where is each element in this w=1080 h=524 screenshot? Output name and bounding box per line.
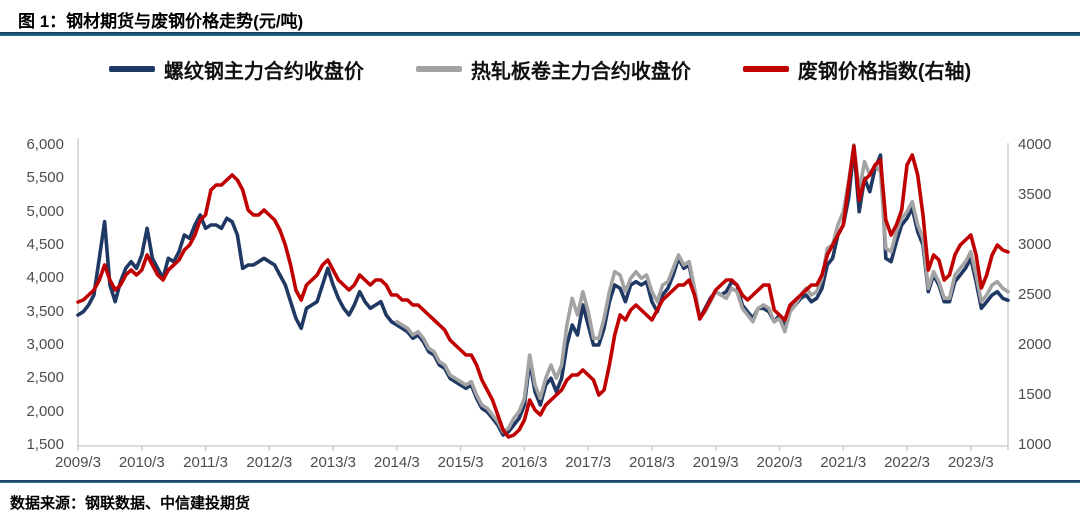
y-axis-right-tick-label: 3500 <box>1018 186 1052 203</box>
rebar-line-swatch <box>108 66 155 72</box>
data-source-note: 数据来源：钢联数据、中信建投期货 <box>10 495 251 512</box>
legend-item-rebar: 螺纹钢主力合约收盘价 <box>108 55 364 84</box>
x-axis-tick-label: 2022/3 <box>884 454 930 471</box>
hot-rolled-coil-line-swatch <box>415 66 462 72</box>
y-axis-left-tick-label: 2,500 <box>26 369 64 387</box>
x-axis-tick-label: 2020/3 <box>756 454 803 471</box>
y-axis-left-tick-label: 1,500 <box>26 436 64 453</box>
legend-label-rebar: 螺纹钢主力合约收盘价 <box>163 60 364 83</box>
y-axis-right-tick-label: 1500 <box>1018 386 1052 403</box>
legend-item-scrap-index: 废钢价格指数(右轴) <box>742 55 972 84</box>
y-axis-left-tick-label: 2,000 <box>26 402 64 420</box>
x-axis-tick-label: 2011/3 <box>183 454 228 471</box>
scrap-price-index-line <box>76 144 1010 439</box>
chart-legend: 螺纹钢主力合约收盘价 热轧板卷主力合约收盘价 废钢价格指数(右轴) <box>0 52 1080 86</box>
y-axis-left-tick-label: 3,500 <box>26 302 64 320</box>
x-axis-tick-label: 2014/3 <box>373 454 420 471</box>
x-axis-tick-label: 2023/3 <box>947 454 994 471</box>
y-axis-left-tick-label: 4,500 <box>26 236 64 253</box>
scrap-index-line-swatch <box>742 66 789 72</box>
x-axis-tick-label: 2018/3 <box>628 454 675 471</box>
x-axis-tick-label: 2010/3 <box>118 454 165 471</box>
y-axis-left-tick-label: 5,000 <box>26 202 64 220</box>
x-axis-tick-label: 2019/3 <box>692 454 739 471</box>
y-axis-right-tick-label: 4000 <box>1018 136 1052 153</box>
x-axis-tick-label: 2017/3 <box>565 454 612 471</box>
x-axis-tick-label: 2015/3 <box>437 454 484 471</box>
top-divider-line <box>0 32 1080 36</box>
y-axis-left-tick-label: 4,000 <box>26 269 64 287</box>
hot-rolled-coil-line <box>395 143 1010 434</box>
chart-title: 图 1：钢材期货与废钢价格走势(元/吨) <box>18 12 304 31</box>
x-axis-tick-label: 2016/3 <box>501 454 548 471</box>
y-axis-left-tick-label: 6,000 <box>26 136 64 153</box>
y-axis-right-tick-label: 2000 <box>1018 336 1052 353</box>
x-axis-tick-label: 2013/3 <box>310 454 357 471</box>
y-axis-right-tick-label: 1000 <box>1018 436 1052 453</box>
legend-item-hot-rolled-coil: 热轧板卷主力合约收盘价 <box>415 55 691 84</box>
y-axis-left-tick-label: 5,500 <box>26 169 64 187</box>
legend-label-scrap-index: 废钢价格指数(右轴) <box>797 60 972 83</box>
y-axis-right-tick-label: 2500 <box>1018 286 1052 303</box>
bottom-divider-line <box>0 480 1080 483</box>
y-axis-left-tick-label: 3,000 <box>26 336 64 353</box>
y-axis-right-tick-label: 3000 <box>1018 236 1052 253</box>
x-axis-tick-label: 2012/3 <box>246 454 293 471</box>
x-axis-tick-label: 2009/3 <box>55 454 101 471</box>
legend-label-hot-rolled-coil: 热轧板卷主力合约收盘价 <box>470 60 691 83</box>
x-axis-tick-label: 2021/3 <box>820 454 867 471</box>
